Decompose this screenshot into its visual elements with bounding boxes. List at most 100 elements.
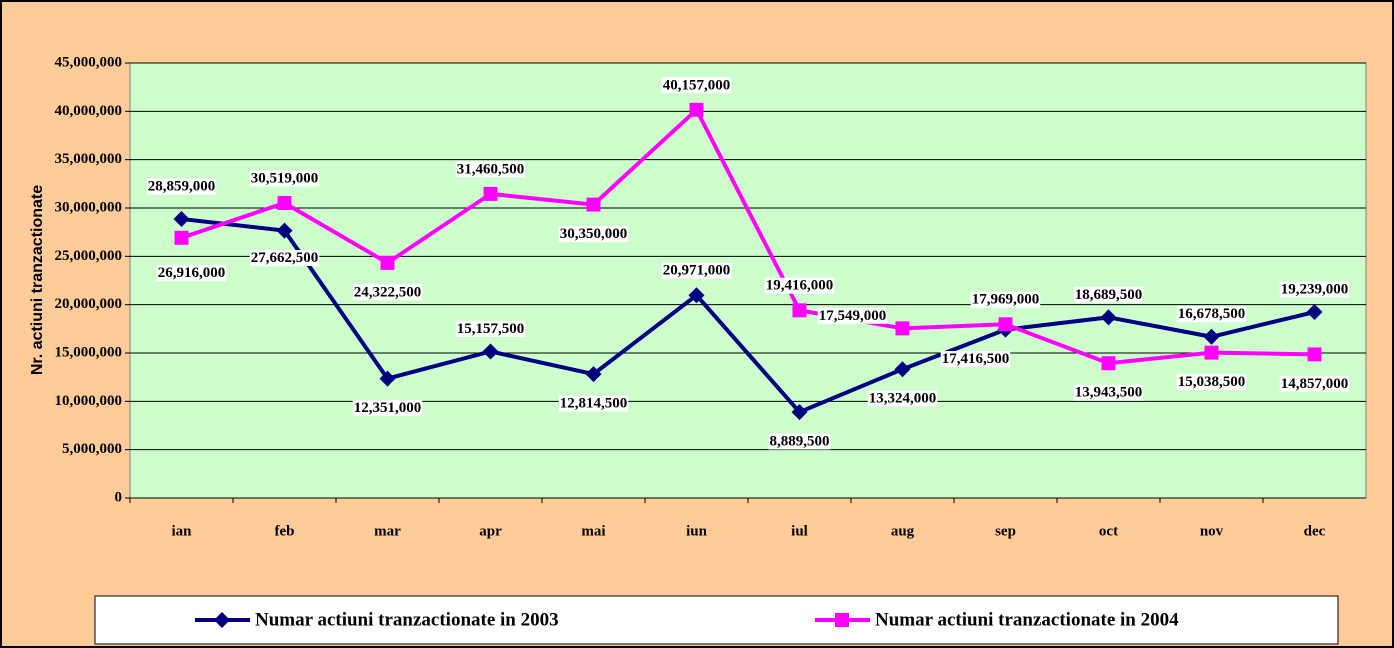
x-tick-label: iun — [686, 523, 708, 539]
y-tick-label: 15,000,000 — [55, 344, 123, 360]
y-tick-label: 40,000,000 — [55, 103, 123, 119]
marker — [1306, 304, 1323, 321]
marker — [482, 343, 499, 360]
value-label: 40,157,000 — [663, 77, 731, 93]
marker — [586, 197, 601, 212]
value-label: 12,351,000 — [354, 400, 422, 416]
value-label: 26,916,000 — [158, 265, 226, 281]
value-label-bg — [867, 390, 938, 407]
marker — [792, 303, 807, 318]
value-label: 15,038,500 — [1178, 374, 1246, 390]
legend — [94, 595, 1339, 645]
value-label: 19,416,000 — [766, 278, 834, 294]
x-tick-label: feb — [275, 523, 295, 539]
marker — [1307, 347, 1322, 362]
legend-label: Numar actiuni tranzactionate in 2003 — [255, 609, 559, 630]
marker — [998, 317, 1013, 332]
value-label-bg — [558, 395, 629, 412]
value-label-bg — [1176, 306, 1247, 323]
x-tick-label: dec — [1304, 523, 1326, 539]
value-label: 18,689,500 — [1075, 287, 1143, 303]
y-tick-label: 5,000,000 — [62, 441, 122, 457]
marker — [379, 370, 396, 387]
y-tick-label: 10,000,000 — [55, 393, 123, 409]
marker — [688, 287, 705, 304]
x-tick-label: iul — [791, 523, 808, 539]
value-label-bg — [352, 400, 423, 417]
value-label: 31,460,500 — [457, 161, 525, 177]
x-tick-label: mar — [374, 523, 401, 539]
series-line — [180, 106, 1315, 366]
legend-marker — [214, 612, 230, 628]
value-label: 19,239,000 — [1281, 281, 1349, 297]
value-label-bg — [768, 433, 831, 450]
value-label: 14,857,000 — [1281, 376, 1349, 392]
marker — [1101, 356, 1116, 371]
marker — [277, 195, 292, 210]
value-label-bg — [1073, 384, 1144, 401]
legend-label: Numar actiuni tranzactionate in 2004 — [875, 609, 1179, 630]
value-label-bg — [1073, 286, 1144, 303]
y-tick-label: 35,000,000 — [55, 151, 123, 167]
y-tick-label: 0 — [115, 489, 123, 505]
marker — [380, 255, 395, 270]
y-axis-label: Nr. actiuni tranzactionate — [29, 185, 46, 375]
y-tick-label: 45,000,000 — [55, 54, 123, 70]
marker — [585, 366, 602, 383]
value-label-bg — [146, 178, 217, 195]
value-label-bg — [156, 265, 227, 282]
marker — [483, 186, 498, 201]
marker — [895, 321, 910, 336]
marker — [894, 361, 911, 378]
value-label: 30,519,000 — [251, 170, 319, 186]
y-tick-label: 20,000,000 — [55, 296, 123, 312]
marker — [1204, 345, 1219, 360]
value-label: 13,324,000 — [869, 391, 937, 407]
legend-marker — [835, 613, 849, 627]
value-label: 17,969,000 — [972, 292, 1040, 308]
marker — [173, 211, 190, 228]
value-label: 20,971,000 — [663, 263, 731, 279]
marker — [791, 404, 808, 421]
value-label: 12,814,500 — [560, 396, 628, 412]
value-label-bg — [940, 351, 1011, 368]
value-label-bg — [455, 320, 526, 337]
value-label-bg — [249, 170, 320, 187]
marker — [1100, 309, 1117, 326]
x-tick-label: ian — [171, 523, 192, 539]
value-label-bg — [970, 291, 1041, 308]
value-label-bg — [1176, 374, 1247, 391]
value-label-bg — [249, 250, 320, 267]
value-label-bg — [661, 77, 732, 94]
value-label-bg — [1279, 281, 1350, 298]
value-label-bg — [1279, 375, 1350, 392]
x-tick-label: oct — [1099, 523, 1118, 539]
value-label: 13,943,500 — [1075, 385, 1143, 401]
value-label: 30,350,000 — [560, 226, 628, 242]
marker — [276, 222, 293, 239]
plot-area — [129, 62, 1367, 499]
x-tick-label: nov — [1200, 523, 1224, 539]
value-label-bg — [558, 226, 629, 243]
marker — [174, 230, 189, 245]
value-label-bg — [661, 262, 732, 279]
value-label-bg — [352, 284, 423, 301]
x-tick-label: apr — [479, 523, 502, 539]
value-label: 17,549,000 — [819, 308, 887, 324]
x-tick-label: aug — [891, 523, 915, 539]
series-line — [181, 217, 1315, 415]
y-tick-label: 25,000,000 — [55, 248, 123, 264]
value-label: 17,416,500 — [942, 351, 1010, 367]
marker — [1203, 328, 1220, 345]
value-label-bg — [764, 277, 835, 294]
y-tick-label: 30,000,000 — [55, 199, 123, 215]
x-tick-label: sep — [995, 523, 1016, 539]
value-label: 28,859,000 — [148, 178, 216, 194]
value-label: 8,889,500 — [770, 434, 830, 450]
value-label-bg — [817, 307, 888, 324]
value-label: 16,678,500 — [1178, 306, 1246, 322]
value-label: 24,322,500 — [354, 284, 422, 300]
value-label: 27,662,500 — [251, 250, 319, 266]
x-tick-label: mai — [581, 523, 605, 539]
